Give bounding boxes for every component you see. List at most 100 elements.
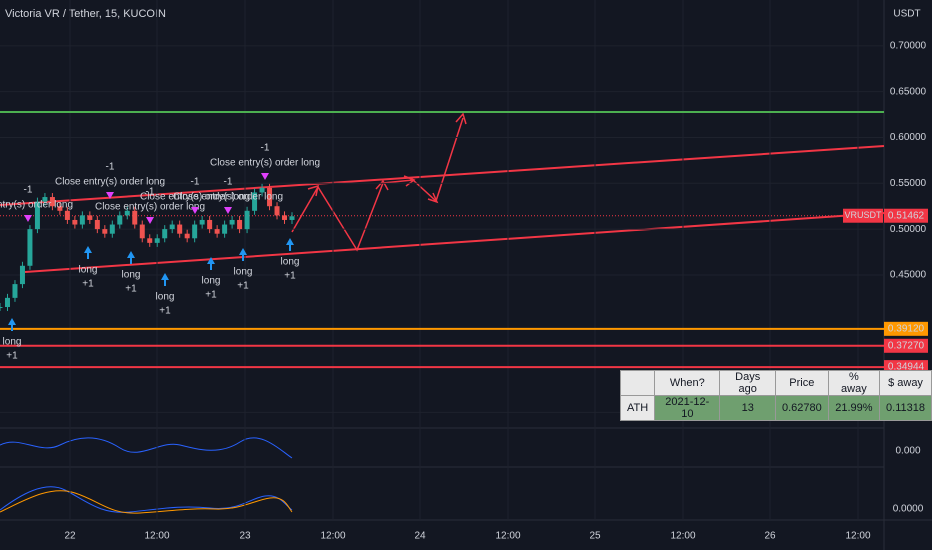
signal-qty: +1 xyxy=(6,351,18,362)
title: Victoria VR / Tether, 15, KUCOIN xyxy=(5,8,166,20)
time-tick-label: 12:00 xyxy=(670,531,695,542)
candle xyxy=(177,224,183,234)
candle xyxy=(0,307,3,309)
signal-arrow xyxy=(127,251,135,264)
candle xyxy=(199,219,205,225)
time-tick-label: 25 xyxy=(589,531,601,542)
candle xyxy=(94,219,100,230)
signal-qty: +1 xyxy=(205,290,217,301)
time-tick-label: 12:00 xyxy=(495,531,520,542)
time-tick-label: 24 xyxy=(414,531,426,542)
candle xyxy=(57,206,63,211)
candle xyxy=(27,229,33,266)
signal-qty: +1 xyxy=(159,306,171,317)
signal-qty: -1 xyxy=(191,177,200,188)
candle xyxy=(184,233,190,239)
signal-arrow xyxy=(261,173,269,180)
candle xyxy=(162,229,168,239)
candle xyxy=(124,210,130,216)
time-tick-label: 12:00 xyxy=(320,531,345,542)
table-cell xyxy=(619,370,656,396)
candle xyxy=(4,297,10,308)
signal-arrow xyxy=(106,192,114,199)
candle xyxy=(49,197,55,207)
signal-qty: -1 xyxy=(224,177,233,188)
signal-arrow xyxy=(286,238,294,251)
price-tick-label: 0.55000 xyxy=(890,178,927,189)
price-tick-label: 0.45000 xyxy=(890,270,927,281)
signal-text: long xyxy=(281,257,300,268)
signal-text: Close entry(s) order long xyxy=(210,158,320,169)
signal-qty: -1 xyxy=(106,162,115,173)
price-tick-label: 0.65000 xyxy=(890,86,927,97)
candle xyxy=(274,206,280,216)
macd-label: 0.0000 xyxy=(893,504,924,515)
candle xyxy=(289,216,295,220)
price-tick-label: 0.50000 xyxy=(890,224,927,235)
price-tag-label: 0.51462 xyxy=(888,210,925,221)
candle xyxy=(139,224,145,239)
signal-text: long xyxy=(122,270,141,281)
price-tag xyxy=(884,208,928,223)
time-tick-label: 26 xyxy=(764,531,776,542)
candle xyxy=(87,215,93,220)
symbol-tag xyxy=(843,208,883,223)
time-tick-label: 12:00 xyxy=(845,531,870,542)
table-cell: Days ago xyxy=(719,370,776,396)
signal-text: long xyxy=(3,337,22,348)
time-tick-label: 22 xyxy=(64,531,76,542)
signal-arrow xyxy=(161,273,169,286)
candle xyxy=(132,210,138,225)
signal-arrow xyxy=(8,318,16,331)
candle xyxy=(72,219,78,225)
signal-qty: -1 xyxy=(146,187,155,198)
table-cell: 21.99% xyxy=(827,395,881,421)
table-cell: % away xyxy=(827,370,881,396)
candle xyxy=(282,215,288,220)
signal-text: Close entry(s) order long xyxy=(140,192,250,203)
candle xyxy=(64,210,70,220)
price-tag-label: 0.34944 xyxy=(888,362,925,373)
price-tick-label: 0.70000 xyxy=(890,40,927,51)
price-tick-label: 0.60000 xyxy=(890,132,927,143)
signal-text: long xyxy=(234,267,253,278)
signal-arrow xyxy=(239,248,247,261)
price-tag-label: 0.39120 xyxy=(888,323,925,334)
candle xyxy=(19,265,25,285)
symbol-label: VRUSDT xyxy=(844,210,882,220)
table-cell: 0.62780 xyxy=(774,395,829,421)
signal-qty: -1 xyxy=(261,143,270,154)
trend-line xyxy=(0,145,885,206)
signal-text: long xyxy=(156,292,175,303)
signal-qty: -1 xyxy=(24,185,33,196)
signal-text: long xyxy=(79,265,98,276)
candle xyxy=(207,219,213,230)
signal-text: e entry(s) order long xyxy=(0,200,73,211)
candle xyxy=(222,224,228,234)
oscillator-label: 0.000 xyxy=(895,446,920,457)
signal-text: Close entry(s) order long xyxy=(95,202,205,213)
candle xyxy=(192,224,198,239)
candle xyxy=(102,229,108,234)
candle xyxy=(169,224,175,230)
signal-arrow xyxy=(84,246,92,259)
table-cell: 2021-12-10 xyxy=(654,395,721,421)
signal-arrow xyxy=(224,207,232,214)
table-cell: When? xyxy=(654,370,721,396)
candle xyxy=(154,238,160,243)
table-cell: 13 xyxy=(719,395,776,421)
signal-qty: +1 xyxy=(125,284,137,295)
table-cell: 0.11318 xyxy=(879,395,932,421)
candle xyxy=(12,284,18,298)
candle xyxy=(237,219,243,230)
candle xyxy=(252,192,258,211)
candle xyxy=(34,201,40,230)
signal-text: Close entry(s) order long xyxy=(55,177,165,188)
time-tick-label: 23 xyxy=(239,531,251,542)
candle xyxy=(229,219,235,225)
candle xyxy=(214,229,220,234)
signal-arrow xyxy=(191,207,199,214)
signal-qty: +1 xyxy=(284,271,296,282)
